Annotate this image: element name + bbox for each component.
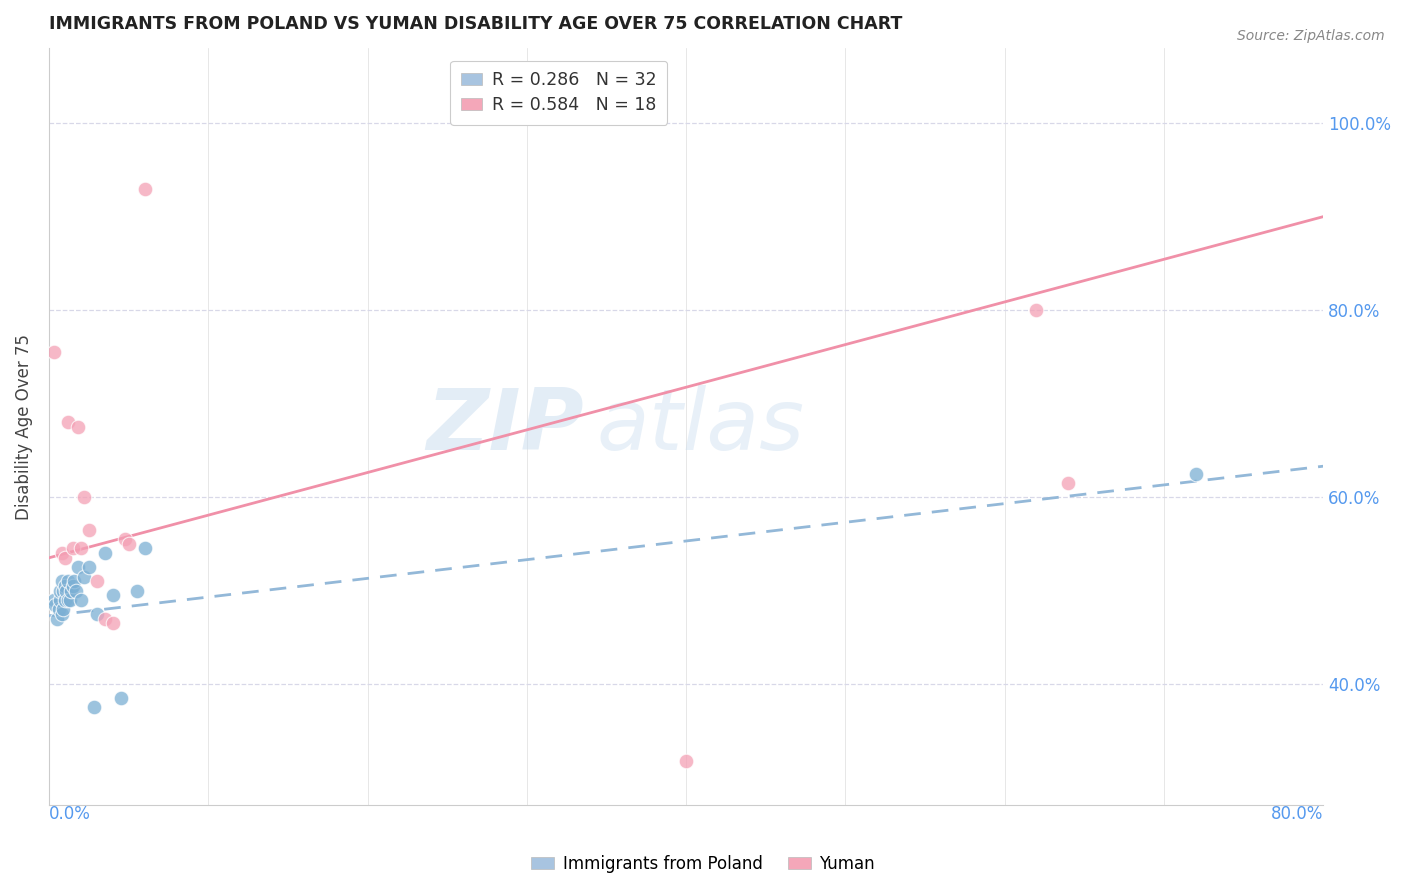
Point bbox=[114, 532, 136, 546]
Point bbox=[101, 588, 124, 602]
Point bbox=[59, 592, 82, 607]
Point bbox=[1025, 303, 1047, 318]
Point bbox=[63, 574, 86, 589]
Point bbox=[62, 579, 84, 593]
Point bbox=[56, 574, 79, 589]
Text: IMMIGRANTS FROM POLAND VS YUMAN DISABILITY AGE OVER 75 CORRELATION CHART: IMMIGRANTS FROM POLAND VS YUMAN DISABILI… bbox=[49, 15, 903, 33]
Point bbox=[134, 181, 156, 195]
Text: 80.0%: 80.0% bbox=[1271, 805, 1323, 823]
Point bbox=[53, 579, 76, 593]
Point bbox=[45, 611, 67, 625]
Point bbox=[65, 583, 87, 598]
Point bbox=[77, 523, 100, 537]
Point bbox=[49, 583, 72, 598]
Point bbox=[86, 574, 108, 589]
Y-axis label: Disability Age Over 75: Disability Age Over 75 bbox=[15, 334, 32, 520]
Point bbox=[42, 592, 65, 607]
Point bbox=[53, 550, 76, 565]
Point bbox=[117, 537, 139, 551]
Point bbox=[675, 754, 697, 768]
Point bbox=[134, 541, 156, 556]
Point bbox=[125, 583, 148, 598]
Point bbox=[1057, 476, 1080, 491]
Point bbox=[51, 607, 73, 621]
Text: Source: ZipAtlas.com: Source: ZipAtlas.com bbox=[1237, 29, 1385, 43]
Point bbox=[110, 691, 132, 706]
Point bbox=[56, 592, 79, 607]
Point bbox=[101, 616, 124, 631]
Point bbox=[53, 592, 76, 607]
Point bbox=[51, 574, 73, 589]
Point bbox=[56, 415, 79, 429]
Point bbox=[49, 592, 72, 607]
Point bbox=[69, 541, 91, 556]
Point bbox=[66, 420, 89, 434]
Point bbox=[55, 583, 77, 598]
Text: atlas: atlas bbox=[598, 385, 804, 468]
Point bbox=[44, 598, 66, 612]
Point bbox=[52, 583, 75, 598]
Point bbox=[93, 611, 115, 625]
Point bbox=[93, 546, 115, 560]
Text: ZIP: ZIP bbox=[426, 385, 583, 468]
Point bbox=[60, 583, 83, 598]
Point bbox=[73, 490, 96, 504]
Point bbox=[52, 602, 75, 616]
Point bbox=[73, 569, 96, 583]
Point bbox=[62, 541, 84, 556]
Point bbox=[48, 602, 70, 616]
Point bbox=[83, 700, 105, 714]
Legend: Immigrants from Poland, Yuman: Immigrants from Poland, Yuman bbox=[524, 848, 882, 880]
Point bbox=[42, 345, 65, 359]
Text: 0.0%: 0.0% bbox=[49, 805, 91, 823]
Legend: R = 0.286   N = 32, R = 0.584   N = 18: R = 0.286 N = 32, R = 0.584 N = 18 bbox=[450, 61, 666, 125]
Point bbox=[51, 546, 73, 560]
Point bbox=[86, 607, 108, 621]
Point bbox=[1184, 467, 1206, 481]
Point bbox=[77, 560, 100, 574]
Point bbox=[66, 560, 89, 574]
Point bbox=[69, 592, 91, 607]
